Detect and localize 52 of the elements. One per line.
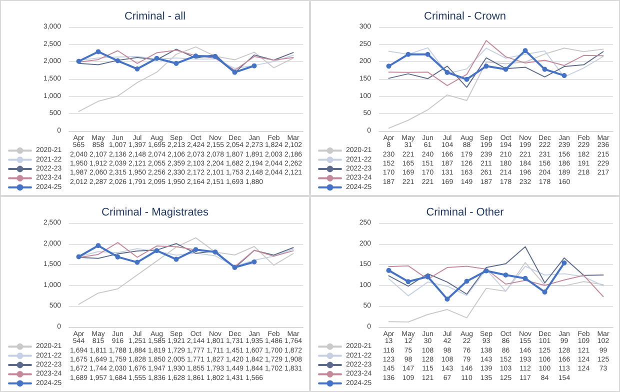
point [562,73,567,78]
line-series [388,246,604,295]
chart-title: Criminal - Other [426,206,504,218]
point [154,56,160,61]
line-series [388,48,604,129]
line-series [78,237,294,305]
point [522,276,528,281]
point [174,60,179,66]
line-series [388,262,604,323]
point [386,64,392,69]
chart-title: Criminal - all [124,10,186,22]
point [252,63,257,68]
point [464,278,470,284]
line-series [78,46,294,112]
point [154,248,160,254]
point [212,250,218,255]
line-series [388,40,604,86]
point [562,260,567,266]
point [115,254,120,260]
point [76,254,82,260]
point [406,279,411,284]
point [464,76,470,82]
point [232,264,238,270]
point [503,272,508,278]
point [115,58,120,64]
point [425,274,430,280]
point [425,52,430,57]
point [193,53,198,58]
point [134,66,140,72]
chart-title: Criminal - Crown [424,10,506,22]
point [444,296,450,302]
point [542,290,548,295]
point [174,256,179,262]
point [522,48,528,54]
point [252,259,257,264]
point [386,268,392,273]
point [542,66,548,72]
point [134,260,140,265]
point [484,64,489,69]
point [444,70,450,75]
line-series [388,47,604,78]
point [76,58,82,64]
point [96,243,101,248]
point [406,52,411,57]
point [503,66,508,72]
point [96,49,101,54]
point [193,247,198,252]
point [212,54,218,59]
chart-title: Criminal - Magistrates [102,206,209,218]
point [232,70,238,75]
point [484,268,489,274]
line-series [388,51,604,88]
